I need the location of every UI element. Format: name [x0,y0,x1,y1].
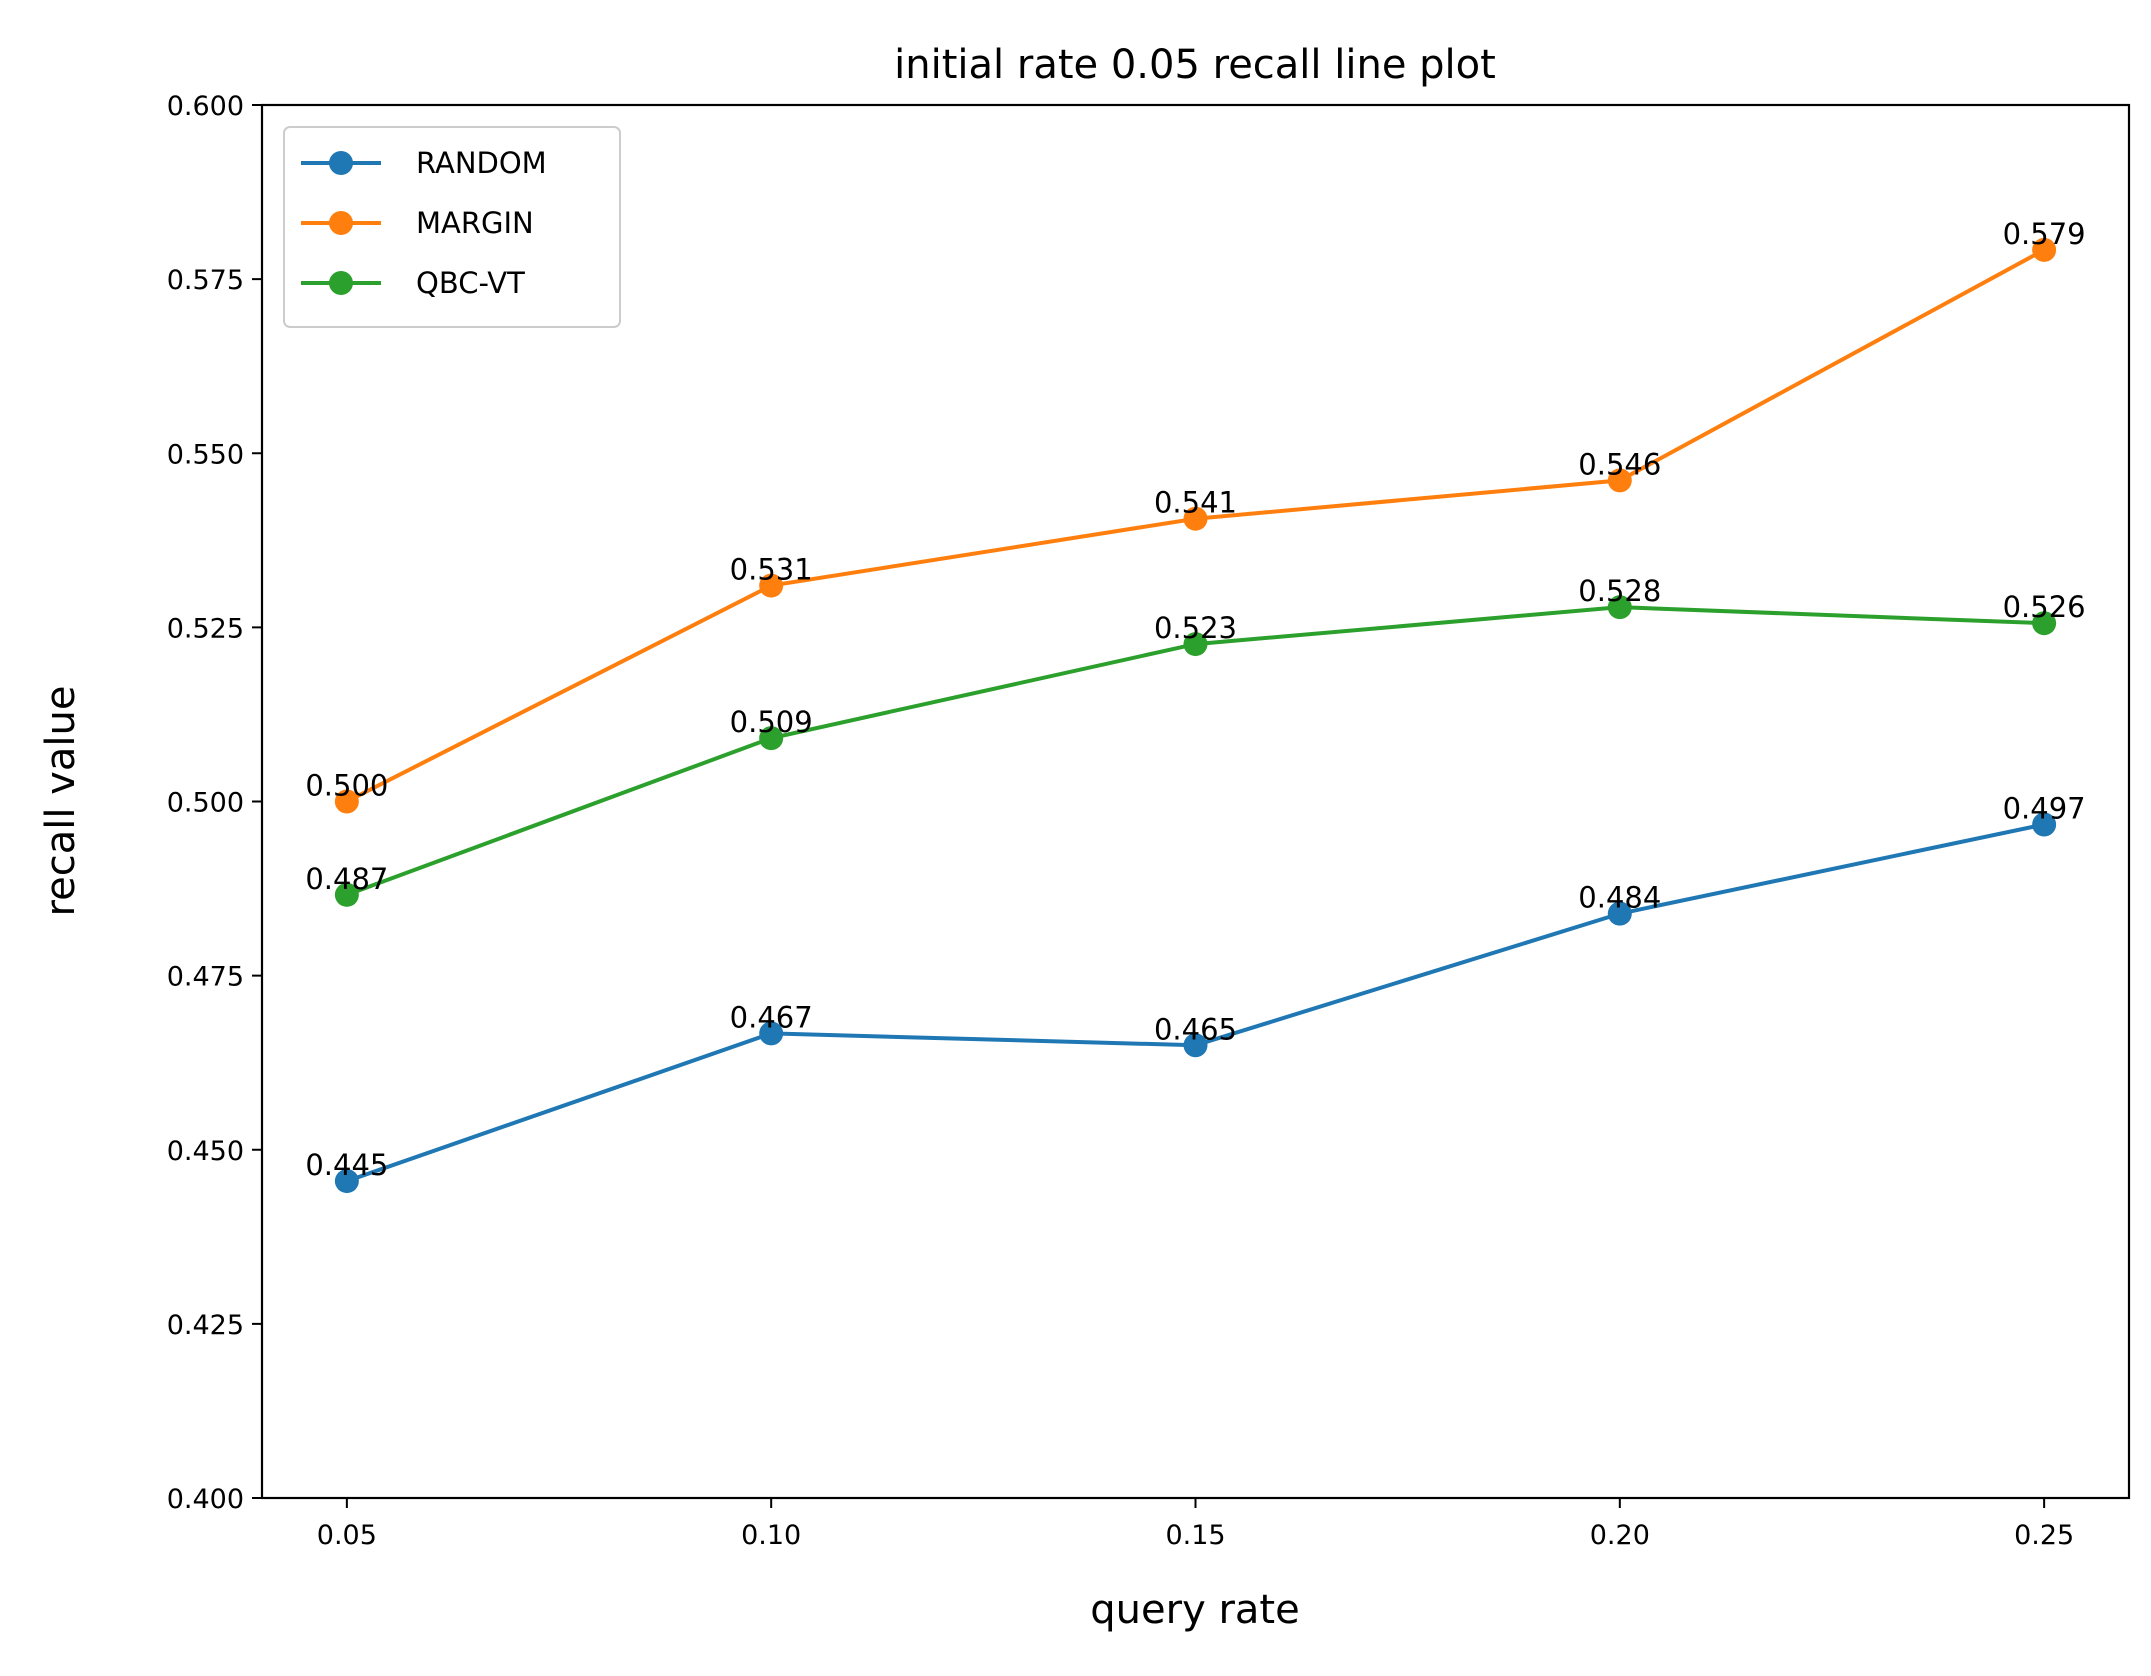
data-point-margin [1183,506,1208,531]
data-point-qbc-vt [1183,632,1208,657]
y-tick-label: 0.525 [167,613,244,644]
x-tick-label: 0.10 [741,1520,801,1551]
y-tick-label: 0.600 [167,91,244,122]
y-tick-label: 0.400 [167,1484,244,1515]
data-label-margin: 0.500 [305,769,388,803]
y-tick-label: 0.550 [167,439,244,470]
data-point-margin [334,789,359,814]
data-labels: 0.445 0.467 0.465 0.484 0.497 0.500 0.531 0.541… [305,217,2085,1182]
data-label-random: 0.465 [1154,1012,1237,1046]
x-axis-label: query rate [1090,1587,1299,1633]
data-point-margin [1607,468,1632,493]
x-tick-label: 0.25 [2014,1520,2074,1551]
legend-box [283,126,621,328]
data-label-qbc-vt: 0.509 [730,705,813,739]
legend-marker-random [329,151,353,175]
data-point-random [2032,812,2057,837]
x-tick-label: 0.05 [317,1520,377,1551]
data-label-margin: 0.546 [1578,447,1661,481]
x-axis: 0.05 0.10 0.15 0.20 0.25 [317,1498,2074,1551]
legend-label-random: RANDOM [416,146,547,180]
y-axis: 0.400 0.425 0.450 0.475 0.500 0.525 0.550 0.575… [167,91,262,1515]
data-point-qbc-vt [2032,611,2057,636]
data-point-random [759,1021,784,1046]
x-tick-label: 0.15 [1165,1520,1225,1551]
data-label-random: 0.467 [730,1000,813,1034]
data-point-qbc-vt [334,882,359,907]
y-axis-label: recall value [38,686,84,917]
data-point-margin [759,573,784,598]
legend-marker-margin [329,211,353,235]
y-tick-label: 0.575 [167,265,244,296]
series-line-random [346,822,2045,1183]
y-tick-label: 0.475 [167,962,244,993]
data-label-margin: 0.579 [2003,217,2086,251]
series-layer [334,237,2057,1194]
data-label-random: 0.497 [2003,791,2086,825]
data-label-random: 0.445 [305,1148,388,1182]
data-label-qbc-vt: 0.526 [2003,590,2086,624]
y-tick-label: 0.425 [167,1310,244,1341]
x-tick-label: 0.20 [1590,1520,1650,1551]
data-point-random [1607,901,1632,926]
legend-marker-qbc-vt [329,271,353,295]
legend: RANDOM MARGIN QBC-VT [283,126,621,328]
data-point-qbc-vt [1607,595,1632,620]
chart-title: initial rate 0.05 recall line plot [894,42,1496,88]
data-point-random [1183,1033,1208,1058]
data-label-margin: 0.541 [1154,486,1237,520]
data-label-random: 0.484 [1578,881,1661,915]
data-label-qbc-vt: 0.487 [305,862,388,896]
data-label-margin: 0.531 [730,553,813,587]
legend-label-margin: MARGIN [416,206,534,240]
data-point-margin [2032,237,2057,262]
y-tick-label: 0.500 [167,788,244,819]
y-tick-label: 0.450 [167,1136,244,1167]
data-point-random [334,1169,359,1194]
data-label-qbc-vt: 0.523 [1154,611,1237,645]
legend-label-qbc-vt: QBC-VT [416,266,525,300]
data-label-qbc-vt: 0.528 [1578,574,1661,608]
data-point-qbc-vt [759,726,784,751]
